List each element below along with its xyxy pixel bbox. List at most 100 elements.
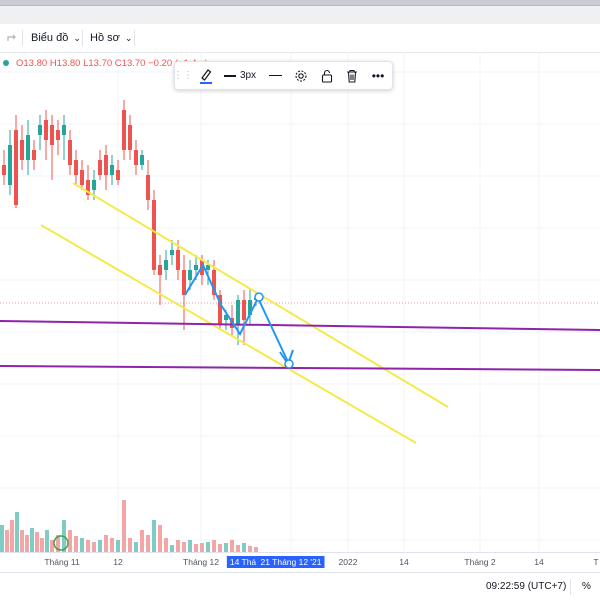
candle-body	[26, 135, 30, 160]
candle-body	[134, 150, 138, 165]
candle-body	[92, 180, 96, 190]
legend-open: O13.80	[16, 57, 48, 69]
volume-bar	[10, 520, 14, 552]
percent-toggle[interactable]: %	[582, 581, 591, 592]
volume-bar	[0, 525, 4, 552]
candle-body	[20, 140, 24, 160]
candle-body	[164, 260, 168, 270]
candle-body	[218, 295, 222, 325]
line-width-icon	[223, 74, 236, 77]
candle-body	[38, 125, 42, 135]
volume-bar	[45, 530, 49, 552]
volume-bar	[30, 528, 34, 552]
candle-body	[236, 300, 240, 325]
volume-bar	[176, 540, 180, 552]
line-width-button[interactable]: 3px	[221, 62, 259, 89]
time-axis-tick: 12	[113, 557, 123, 567]
lock-icon[interactable]	[317, 62, 337, 89]
anchor-handle	[284, 359, 294, 369]
volume-bar	[35, 532, 39, 552]
volume-bar	[230, 540, 234, 552]
candle-body	[14, 130, 18, 205]
volume-bar	[248, 546, 252, 552]
candle-body	[116, 170, 120, 180]
candle-body	[80, 170, 84, 185]
candle-body	[86, 180, 90, 195]
candle-body	[62, 125, 66, 135]
trend-channel-lower	[40, 224, 417, 444]
chart-toolbar: Biểu đồ ⌄ Hồ sơ ⌄	[0, 24, 600, 53]
price-chart[interactable]	[0, 52, 600, 552]
volume-bar	[56, 535, 60, 552]
more-icon[interactable]: •••	[371, 68, 385, 83]
time-axis-tick: 21 Tháng 12 '21	[257, 556, 325, 568]
volume-bar	[194, 544, 198, 552]
market-status-dot	[3, 60, 9, 66]
volume-bar	[104, 535, 108, 552]
line-style-icon[interactable]	[266, 62, 284, 89]
candle-body	[98, 160, 102, 175]
toolbar-separator	[134, 30, 135, 46]
candle-body	[182, 270, 186, 295]
pencil-icon[interactable]	[193, 62, 219, 89]
volume-bar	[122, 500, 126, 552]
volume-bar	[25, 535, 29, 552]
candle-body	[140, 155, 144, 165]
volume-bar	[182, 542, 186, 552]
volume-bar	[15, 512, 19, 552]
volume-bar	[80, 538, 84, 552]
candle-body	[122, 110, 126, 150]
candle-body	[32, 150, 36, 160]
time-axis[interactable]: Tháng 11 12 Tháng 12 14 Thá 21 Tháng 12 '21 2…	[0, 552, 600, 573]
volume-bar	[40, 538, 44, 552]
profile-menu-button[interactable]: Hồ sơ ⌄	[90, 24, 132, 52]
volume-bar	[164, 538, 168, 552]
candle-body	[158, 265, 162, 275]
redo-icon[interactable]	[6, 24, 18, 52]
volume-bar	[206, 542, 210, 552]
clock-label: 09:22:59 (UTC+7)	[486, 581, 567, 592]
volume-bar	[146, 535, 150, 552]
window-frame	[0, 5, 600, 25]
candle-body	[248, 300, 252, 315]
candle-body	[8, 145, 12, 185]
support-line-lower	[0, 365, 600, 371]
volume-bar	[224, 543, 228, 552]
time-axis-tick: 2022	[338, 557, 358, 567]
volume-bar	[50, 540, 54, 552]
candle-body	[206, 265, 210, 270]
candle-body	[74, 160, 78, 175]
gear-icon[interactable]	[291, 62, 311, 89]
status-bar: 09:22:59 (UTC+7) %	[0, 572, 600, 601]
trash-icon[interactable]	[342, 62, 362, 89]
volume-bar	[170, 545, 174, 552]
volume-bar	[152, 520, 156, 552]
candle-body	[104, 155, 108, 175]
candle-body	[176, 250, 180, 270]
chart-menu-label: Biểu đồ	[31, 32, 69, 44]
volume-bar	[158, 525, 162, 552]
volume-bar	[212, 540, 216, 552]
volume-bar	[20, 530, 24, 552]
toolbar-separator	[82, 30, 83, 46]
legend-close: C13.70	[114, 57, 146, 69]
profile-menu-label: Hồ sơ	[90, 32, 120, 44]
drag-handle-icon[interactable]: ⋮⋮	[173, 70, 193, 81]
candle-body	[110, 165, 114, 175]
volume-bar	[74, 536, 78, 552]
time-axis-tick: Tháng 11	[44, 557, 80, 567]
anchor-handle	[254, 292, 264, 302]
candle-body	[44, 120, 48, 140]
volume-bar	[116, 540, 120, 552]
time-axis-tick: T	[593, 557, 599, 567]
volume-bar	[68, 530, 72, 552]
legend-low: L13.70	[83, 57, 113, 69]
time-axis-tick: Tháng 12	[183, 557, 219, 567]
chart-menu-button[interactable]: Biểu đồ ⌄	[31, 24, 81, 52]
chevron-down-icon: ⌄	[124, 32, 133, 43]
line-width-label: 3px	[239, 70, 257, 81]
volume-bar	[188, 540, 192, 552]
candle-body	[128, 125, 132, 150]
status-separator	[570, 579, 571, 595]
candle-body	[56, 130, 60, 140]
